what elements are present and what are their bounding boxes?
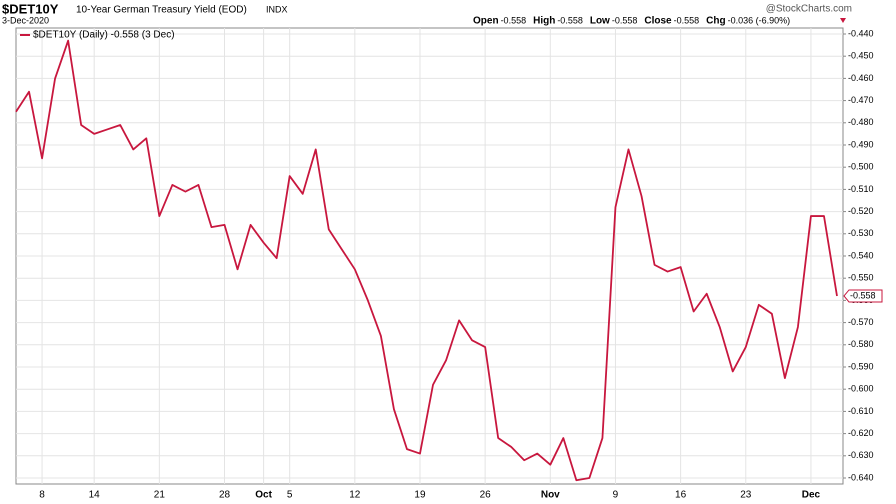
x-tick-label: 28 [219,490,231,501]
quote-label: Low [590,16,610,27]
symbol: $DET10Y [2,1,59,16]
date: 3-Dec-2020 [2,15,49,25]
y-tick-label: -0.550 [848,273,874,283]
y-tick-label: -0.620 [848,428,874,438]
y-tick-label: -0.640 [848,472,874,482]
y-tick-label: -0.530 [848,228,874,238]
last-value-label: -0.558 [850,290,876,300]
x-tick-label: Nov [541,490,560,501]
y-tick-label: -0.510 [848,184,874,194]
x-tick-label: 12 [349,490,361,501]
quote-value: -0.036 (-6.90%) [728,15,791,25]
quote-value: -0.558 [674,15,700,25]
quote-label: Close [644,16,672,27]
quote-value: -0.558 [612,15,638,25]
y-tick-label: -0.470 [848,95,874,105]
x-tick-label: 26 [480,490,492,501]
down-arrow [840,18,846,23]
x-tick-label: 19 [414,490,426,501]
y-tick-label: -0.610 [848,406,874,416]
quote: Open -0.558 High -0.558 Low -0.558 Close -0.558… [473,15,790,26]
y-tick-label: -0.490 [848,139,874,149]
x-tick-label: 5 [287,490,293,501]
y-tick-label: -0.440 [848,28,874,38]
y-tick-label: -0.450 [848,51,874,61]
last-value-box [843,289,883,303]
y-tick-label: -0.480 [848,117,874,127]
x-tick-label: 14 [89,490,101,501]
quote-label: Chg [706,16,725,27]
price-line [15,39,838,482]
x-tick-label: 21 [154,490,166,501]
y-tick-label: -0.540 [848,250,874,260]
quote-label: Open [473,16,499,27]
y-tick-label: -0.520 [848,206,874,216]
y-tick-label: -0.600 [848,384,874,394]
legend-label: $DET10Y (Daily) -0.558 (3 Dec) [33,30,175,41]
y-tick-label: -0.500 [848,162,874,172]
x-tick-label: Dec [802,490,821,501]
x-tick-label: 16 [675,490,687,501]
quote-label: High [533,16,555,27]
y-tick-label: -0.630 [848,450,874,460]
y-tick-label: -0.580 [848,339,874,349]
quote-value: -0.558 [557,15,583,25]
exchange: INDX [266,4,288,14]
watermark: @StockCharts.com [766,4,852,15]
quote-value: -0.558 [501,15,527,25]
x-tick-label: 8 [39,490,45,501]
y-tick-label: -0.570 [848,317,874,327]
y-tick-label: -0.460 [848,73,874,83]
x-tick-label: 9 [613,490,619,501]
x-tick-label: Oct [255,490,272,501]
security-name: 10-Year German Treasury Yield (EOD) [76,5,247,16]
y-tick-label: -0.590 [848,361,874,371]
x-tick-label: 23 [740,490,752,501]
